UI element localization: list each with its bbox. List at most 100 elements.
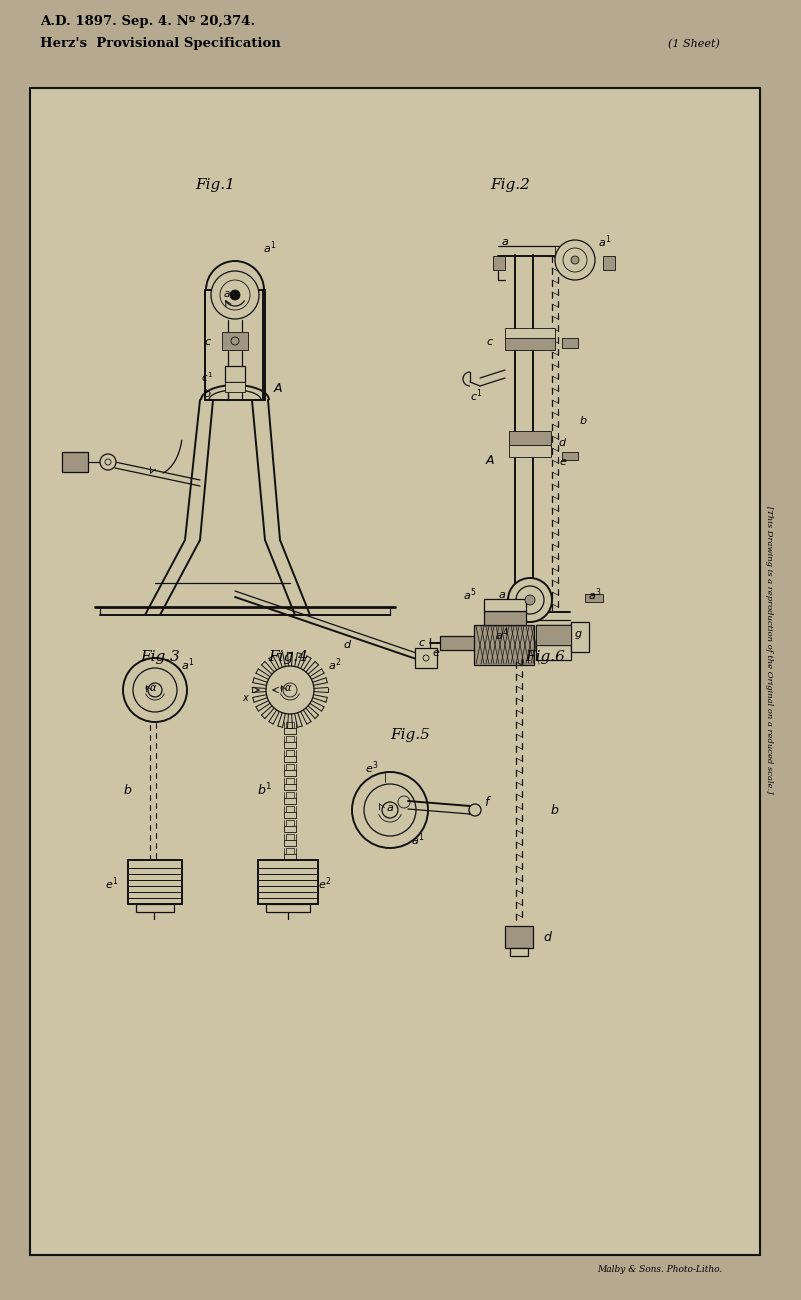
Bar <box>484 611 526 625</box>
Circle shape <box>123 658 187 722</box>
Bar <box>286 792 294 798</box>
Bar <box>286 750 294 757</box>
Bar <box>286 777 294 784</box>
Bar <box>284 770 296 776</box>
Circle shape <box>469 803 481 816</box>
Bar <box>286 764 294 770</box>
Text: Fig.5: Fig.5 <box>390 728 430 742</box>
Text: $g$: $g$ <box>574 629 582 641</box>
Bar <box>415 647 437 668</box>
Bar <box>284 728 296 734</box>
Bar <box>128 861 182 903</box>
Bar <box>284 798 296 803</box>
Bar <box>284 826 296 832</box>
Bar <box>225 367 245 382</box>
Text: Fig.6: Fig.6 <box>525 650 565 664</box>
Text: $b^1$: $b^1$ <box>257 781 273 798</box>
Bar <box>286 806 294 812</box>
Text: $b$: $b$ <box>550 803 560 816</box>
Text: $e^1$: $e^1$ <box>105 876 119 892</box>
Bar <box>284 784 296 790</box>
Text: $d$: $d$ <box>543 930 553 944</box>
Text: Fig.1: Fig.1 <box>195 178 235 192</box>
Bar <box>505 338 555 350</box>
Bar <box>136 903 174 913</box>
Bar <box>555 246 565 256</box>
Text: $c^1$: $c^1$ <box>201 370 213 383</box>
Text: $b$: $b$ <box>579 413 587 426</box>
Text: Fig.2: Fig.2 <box>490 178 530 192</box>
Bar <box>571 621 589 653</box>
Bar <box>222 332 248 350</box>
Text: $b$: $b$ <box>203 387 211 399</box>
Bar <box>562 338 578 348</box>
Circle shape <box>508 578 552 621</box>
Bar <box>284 812 296 818</box>
Text: A.D. 1897. Sep. 4. Nº 20,374.: A.D. 1897. Sep. 4. Nº 20,374. <box>40 16 256 29</box>
Circle shape <box>230 290 240 300</box>
Bar <box>284 840 296 846</box>
Circle shape <box>266 666 314 714</box>
Text: Fig.3: Fig.3 <box>140 650 180 664</box>
Text: $a^2$: $a^2$ <box>328 656 342 673</box>
Text: $a$: $a$ <box>501 237 509 247</box>
Text: [This Drawing is a reproduction of the Original on a reduced scale.]: [This Drawing is a reproduction of the O… <box>765 506 773 794</box>
Text: $a^1$: $a^1$ <box>264 239 277 256</box>
Bar <box>286 848 294 854</box>
Circle shape <box>352 772 428 848</box>
Bar <box>284 742 296 748</box>
Text: $a$: $a$ <box>498 590 506 601</box>
Text: $e^3$: $e^3$ <box>365 759 379 776</box>
Text: $e$: $e$ <box>432 647 441 658</box>
Bar <box>585 594 603 602</box>
Circle shape <box>211 270 259 318</box>
Bar <box>603 256 615 270</box>
Bar <box>286 722 294 728</box>
Text: (1 Sheet): (1 Sheet) <box>668 39 720 49</box>
Text: $a$: $a$ <box>223 289 231 299</box>
Bar <box>505 926 533 948</box>
Bar <box>474 625 534 666</box>
Bar <box>536 625 571 645</box>
Text: $c$: $c$ <box>204 337 212 347</box>
Bar <box>505 328 555 338</box>
Text: $c^1$: $c^1$ <box>469 387 482 404</box>
Text: $a^5$: $a^5$ <box>463 586 477 603</box>
Text: $e$: $e$ <box>559 458 567 467</box>
Bar <box>0 0 801 84</box>
Text: $a^1$: $a^1$ <box>181 656 195 673</box>
Bar <box>440 636 475 650</box>
Bar <box>510 948 528 955</box>
Bar <box>536 625 571 660</box>
Text: $f$: $f$ <box>484 796 492 809</box>
Circle shape <box>100 454 116 471</box>
Text: $\circ\alpha$: $\circ\alpha$ <box>278 682 292 693</box>
Bar <box>484 599 526 611</box>
Bar <box>493 256 505 270</box>
Bar <box>286 835 294 840</box>
Bar <box>258 861 318 903</box>
Text: $c$: $c$ <box>418 638 426 647</box>
Bar <box>562 452 578 460</box>
Text: $e^2$: $e^2$ <box>318 876 332 892</box>
Text: $d$: $d$ <box>344 638 352 650</box>
Bar <box>284 854 296 861</box>
Text: $d$: $d$ <box>558 436 568 448</box>
Bar <box>286 820 294 826</box>
Text: $c$: $c$ <box>486 337 494 347</box>
Text: $A$: $A$ <box>485 454 495 467</box>
Text: $a$: $a$ <box>386 803 394 812</box>
Circle shape <box>571 256 579 264</box>
Text: $b$: $b$ <box>123 783 133 797</box>
Text: $a^3$: $a^3$ <box>588 586 602 603</box>
Text: $a^4$: $a^4$ <box>495 627 509 644</box>
Text: $a^1$: $a^1$ <box>411 832 425 849</box>
Bar <box>62 452 88 472</box>
Bar <box>509 432 551 445</box>
Circle shape <box>525 595 535 604</box>
Text: Herz's  Provisional Specification: Herz's Provisional Specification <box>40 38 280 51</box>
Text: $\circ\alpha$: $\circ\alpha$ <box>143 682 157 693</box>
Bar <box>286 736 294 742</box>
Text: Malby & Sons. Photo-Litho.: Malby & Sons. Photo-Litho. <box>598 1265 723 1274</box>
Bar <box>205 290 265 400</box>
